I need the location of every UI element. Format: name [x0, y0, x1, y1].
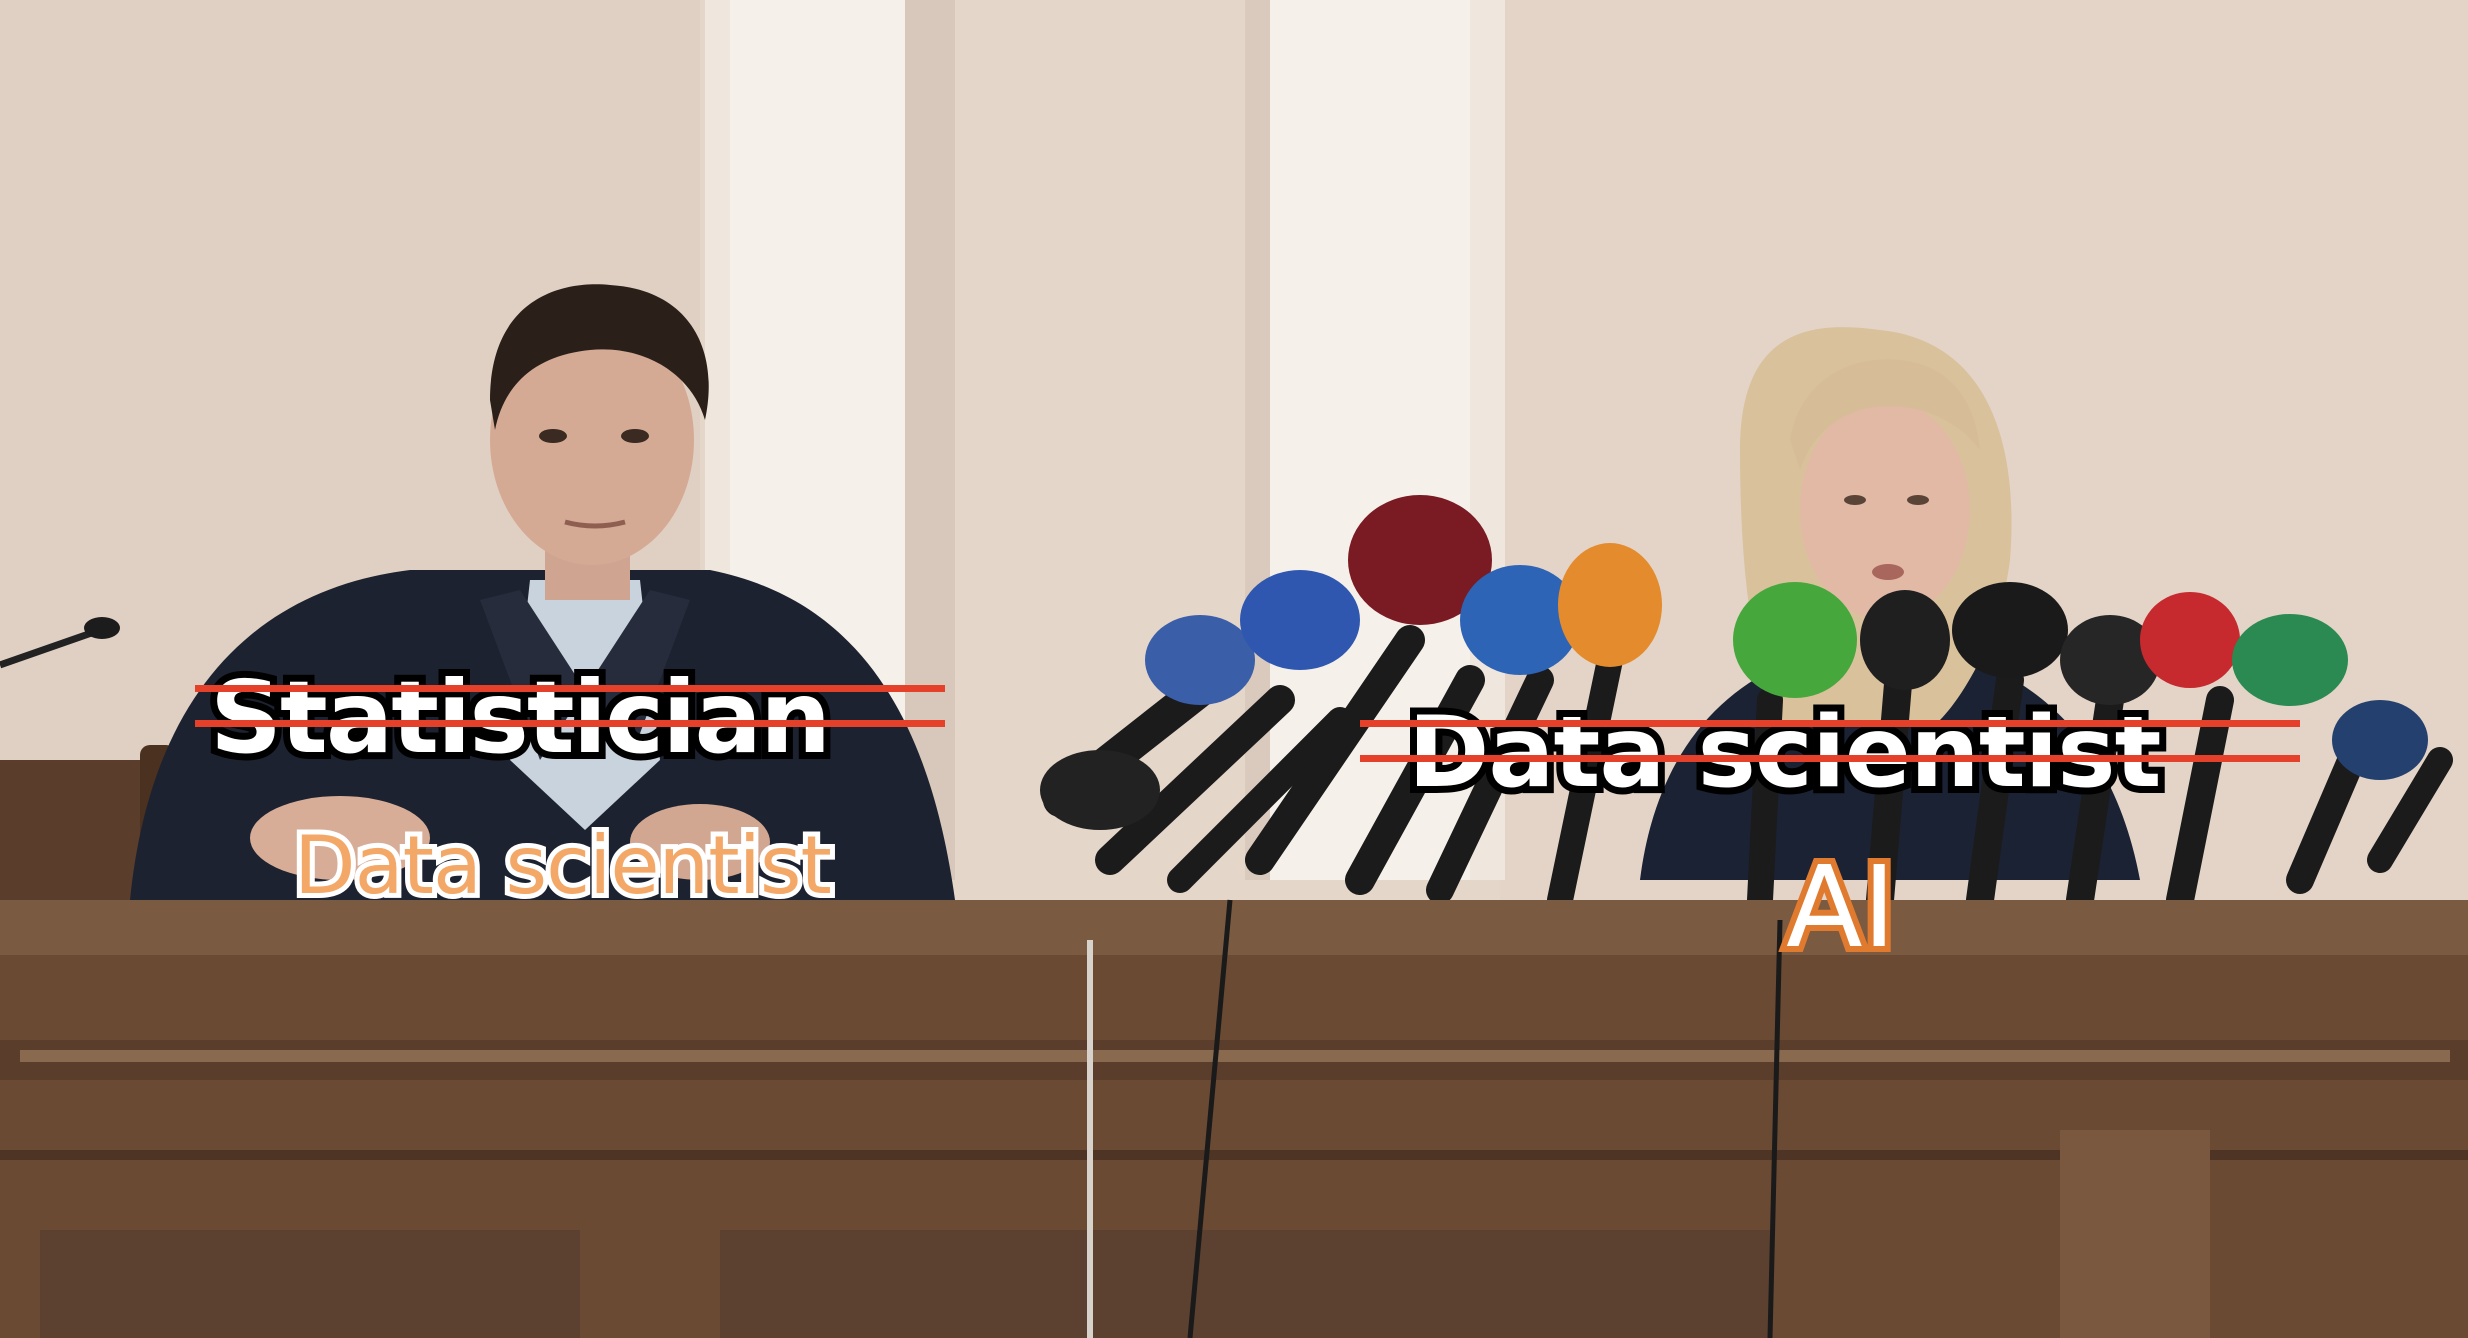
pillar-right	[1245, 0, 1505, 880]
desk	[0, 899, 2468, 1338]
strikethrough-line-2	[195, 720, 945, 727]
strikethrough-line-3	[1360, 720, 2300, 727]
strikethrough-line-1	[195, 685, 945, 692]
man-statistician	[130, 284, 955, 900]
caption-ai: AI	[1780, 843, 1902, 973]
desk-microphone-left	[0, 617, 120, 669]
caption-data-scientist-crossed: Data scientist	[1401, 696, 2168, 810]
strikethrough-line-4	[1360, 755, 2300, 762]
caption-statistician: Statistician	[203, 659, 838, 776]
caption-data-scientist-new: Data scientist	[289, 819, 837, 912]
microphone-cluster	[1040, 495, 2453, 914]
